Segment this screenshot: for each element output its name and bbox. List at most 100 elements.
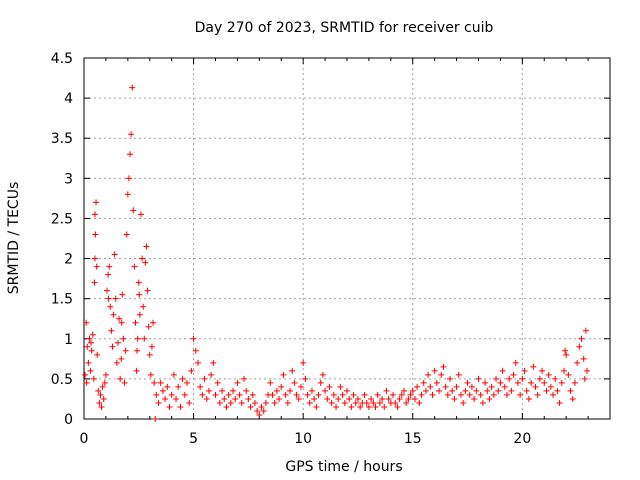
data-point: [376, 399, 383, 406]
data-point: [164, 383, 171, 390]
data-point: [357, 403, 364, 410]
data-point: [350, 391, 357, 398]
data-point: [466, 391, 473, 398]
data-point: [304, 391, 311, 398]
data-point: [273, 387, 280, 394]
data-point: [150, 319, 157, 326]
data-point: [562, 347, 569, 354]
data-point: [223, 403, 230, 410]
data-point: [109, 343, 116, 350]
data-point: [361, 391, 368, 398]
data-point: [313, 403, 320, 410]
data-point: [137, 211, 144, 218]
data-point: [91, 279, 98, 286]
data-point: [105, 271, 112, 278]
data-point: [278, 383, 285, 390]
data-point: [105, 295, 112, 302]
data-point: [221, 395, 228, 402]
data-point: [83, 319, 90, 326]
data-point: [127, 151, 134, 158]
data-point: [453, 383, 460, 390]
data-point: [108, 327, 115, 334]
data-point: [525, 395, 532, 402]
data-point: [201, 375, 208, 382]
data-point: [212, 391, 219, 398]
data-point: [569, 395, 576, 402]
data-point: [179, 375, 186, 382]
data-point: [508, 387, 515, 394]
data-point: [346, 395, 353, 402]
data-point: [177, 403, 184, 410]
data-point: [438, 371, 445, 378]
data-point: [192, 347, 199, 354]
data-point: [422, 387, 429, 394]
data-point: [271, 399, 278, 406]
y-tick-label: 4: [64, 91, 73, 107]
data-point: [447, 375, 454, 382]
data-point: [506, 375, 513, 382]
data-point: [91, 211, 98, 218]
data-point: [112, 295, 119, 302]
data-point: [510, 371, 517, 378]
data-point: [396, 395, 403, 402]
data-point: [409, 387, 416, 394]
data-point: [530, 363, 537, 370]
data-point: [121, 379, 128, 386]
data-point: [344, 387, 350, 394]
data-point: [90, 375, 97, 382]
data-point: [398, 391, 405, 398]
data-point: [293, 391, 300, 398]
data-point: [425, 371, 432, 378]
data-point: [175, 383, 182, 390]
data-point: [82, 371, 89, 378]
data-point: [147, 371, 154, 378]
data-point: [276, 395, 283, 402]
data-point: [565, 371, 572, 378]
data-point: [166, 403, 173, 410]
data-point: [148, 343, 155, 350]
data-point: [337, 383, 344, 390]
data-point: [256, 411, 263, 418]
data-point: [216, 399, 223, 406]
data-point: [354, 395, 361, 402]
data-point: [455, 371, 462, 378]
data-point: [153, 391, 160, 398]
data-point: [403, 399, 410, 406]
data-point: [302, 375, 309, 382]
data-point: [471, 395, 478, 402]
data-point: [219, 387, 226, 394]
data-point: [431, 367, 438, 374]
y-tick-label: 2: [64, 252, 73, 268]
data-point: [418, 391, 425, 398]
data-point: [84, 343, 91, 350]
data-point: [558, 379, 565, 386]
data-point: [119, 291, 126, 298]
data-point: [133, 367, 140, 374]
data-point: [429, 391, 436, 398]
data-point: [107, 303, 114, 310]
data-point: [460, 399, 467, 406]
data-point: [238, 399, 245, 406]
data-point: [260, 407, 267, 414]
data-point: [93, 263, 100, 270]
data-point: [414, 383, 421, 390]
data-point: [87, 367, 94, 374]
data-point: [440, 363, 447, 370]
data-point: [433, 379, 440, 386]
data-point: [541, 379, 548, 386]
data-point: [315, 391, 322, 398]
y-tick-label: 1: [64, 332, 73, 348]
data-point: [581, 375, 588, 382]
data-point: [143, 243, 150, 250]
data-point: [132, 319, 139, 326]
data-point: [392, 399, 399, 406]
data-point: [427, 383, 434, 390]
data-point: [128, 131, 135, 138]
data-point: [98, 403, 105, 410]
data-point: [475, 375, 482, 382]
chart-title: Day 270 of 2023, SRMTID for receiver cui…: [195, 20, 494, 36]
data-point: [203, 395, 210, 402]
data-point: [289, 367, 296, 374]
